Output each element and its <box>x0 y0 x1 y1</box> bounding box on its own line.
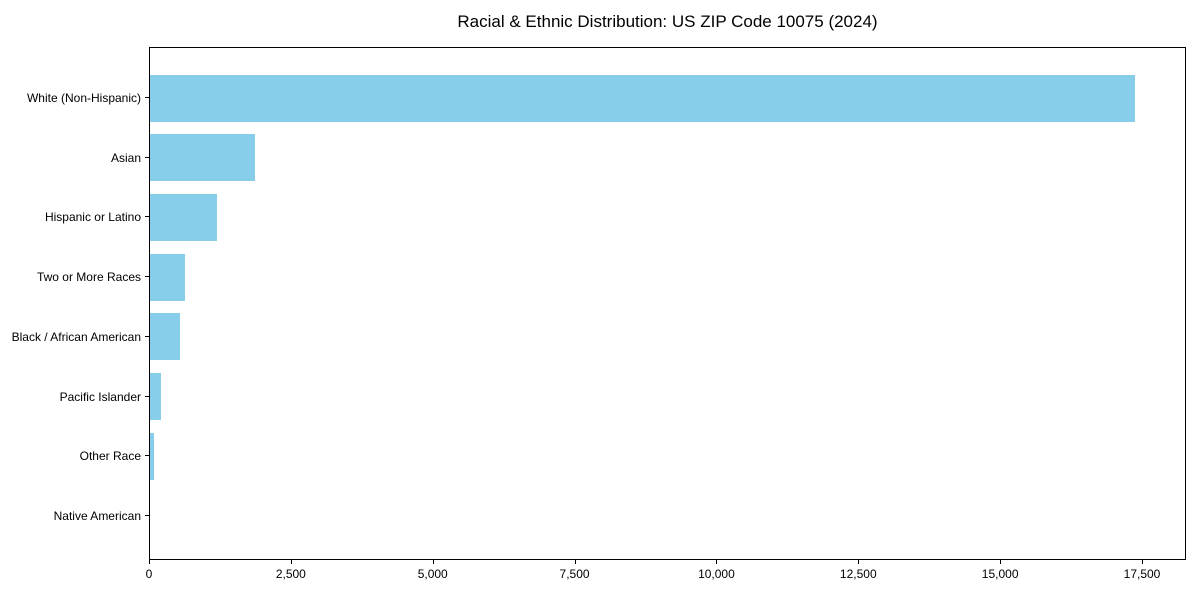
x-tick-mark <box>432 560 434 564</box>
chart-title: Racial & Ethnic Distribution: US ZIP Cod… <box>457 12 878 31</box>
y-tick-label: Native American <box>53 509 141 523</box>
x-tick-mark <box>574 560 576 564</box>
y-tick-mark <box>145 515 149 516</box>
y-tick-label: Hispanic or Latino <box>44 210 141 225</box>
x-tick-label: 5,000 <box>417 567 448 581</box>
x-tick-mark <box>290 560 292 564</box>
bar-black-african-american <box>150 313 180 361</box>
y-tick-label: White (Non-Hispanic) <box>26 91 141 105</box>
y-tick-label: Asian <box>110 150 141 165</box>
x-tick-label: 7,500 <box>559 567 590 581</box>
y-tick-mark <box>145 276 149 278</box>
y-tick-mark <box>145 335 149 337</box>
x-tick-mark <box>1000 560 1002 564</box>
bar-pacific-islander <box>150 373 161 421</box>
y-tick-mark <box>145 156 149 158</box>
x-tick-mark <box>1142 560 1143 564</box>
x-tick-label: 12,500 <box>839 567 877 581</box>
bar-other-race <box>150 432 154 480</box>
plot-area <box>149 47 1186 560</box>
y-tick-label: Other Race <box>79 449 141 464</box>
x-tick-label: 10,000 <box>698 567 735 581</box>
y-tick-mark <box>145 97 149 98</box>
x-tick-label: 2,500 <box>275 567 306 581</box>
bar-two-or-more-races <box>150 253 185 301</box>
y-tick-mark <box>145 455 149 457</box>
bar-hispanic-or-latino <box>150 193 217 241</box>
x-tick-mark <box>858 560 860 564</box>
y-tick-mark <box>145 216 149 218</box>
y-tick-label: Black / African American <box>11 329 141 344</box>
x-tick-label: 15,000 <box>981 567 1019 581</box>
y-tick-label: Two or More Races <box>36 270 141 285</box>
x-tick-mark <box>716 560 718 564</box>
x-tick-label: 17,500 <box>1123 567 1161 581</box>
bar-asian <box>150 134 255 182</box>
x-tick-label: 0 <box>145 567 153 581</box>
bar-white-non-hispanic <box>150 74 1135 122</box>
y-tick-label: Pacific Islander <box>59 389 141 404</box>
x-tick-mark <box>149 560 150 564</box>
y-tick-mark <box>145 395 149 397</box>
